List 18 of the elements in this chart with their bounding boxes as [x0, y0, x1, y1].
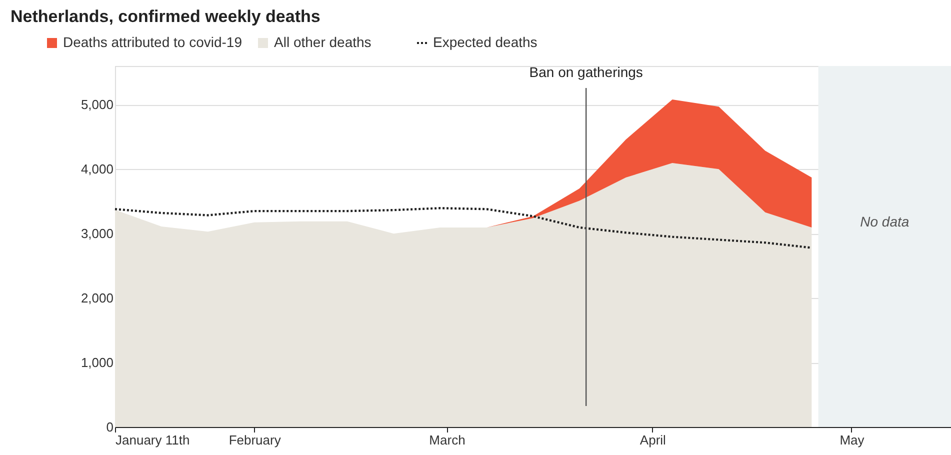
- x-tick-label: February: [228, 432, 282, 448]
- ref-line-label: Ban on gatherings: [529, 64, 643, 80]
- band-label: No data: [860, 213, 910, 230]
- x-tick-label: April: [640, 432, 666, 448]
- chart-title: Netherlands, confirmed weekly deaths: [10, 7, 320, 26]
- x-tick-label: January 11th: [116, 432, 190, 448]
- legend-label: Expected deaths: [433, 34, 538, 50]
- y-tick-label: 0: [106, 420, 114, 434]
- line-series: [114, 207, 813, 249]
- x-tick-label: May: [840, 432, 865, 448]
- y-tick-label: 3,000: [80, 226, 114, 242]
- y-tick-label: 1,000: [80, 355, 114, 370]
- legend-label: All other deaths: [274, 34, 372, 50]
- legend-label: Deaths attributed to covid-19: [63, 34, 242, 50]
- y-tick-label: 4,000: [80, 162, 114, 177]
- y-tick-label: 5,000: [80, 97, 114, 112]
- y-tick-label: 2,000: [80, 290, 114, 306]
- x-tick-label: March: [429, 432, 466, 448]
